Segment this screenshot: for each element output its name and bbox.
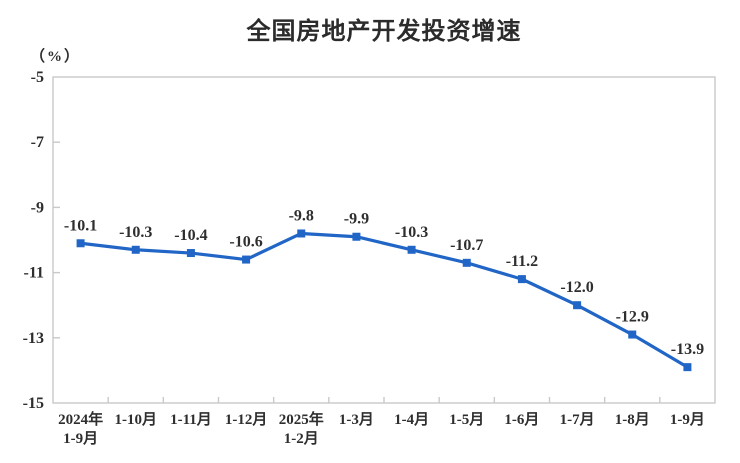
x-tick-label: 2024年 xyxy=(58,410,103,428)
x-tick-label: 1-4月 xyxy=(394,411,429,428)
data-point-label: -9.9 xyxy=(344,211,369,228)
data-point-marker xyxy=(462,258,471,267)
y-tick-label: -9 xyxy=(31,199,44,216)
data-point-marker xyxy=(683,363,692,372)
data-point-marker xyxy=(573,301,582,310)
data-point-marker xyxy=(407,245,416,254)
data-point-label: -12.9 xyxy=(616,309,649,326)
data-point-marker xyxy=(131,245,140,254)
x-tick-label: 1-8月 xyxy=(615,411,650,428)
data-point-marker xyxy=(242,255,251,264)
x-tick-label: 1-7月 xyxy=(560,411,595,428)
data-line xyxy=(78,231,690,369)
y-tick-label: -15 xyxy=(23,395,44,412)
data-point-label: -10.7 xyxy=(450,237,483,254)
data-point-label: -9.8 xyxy=(289,207,314,224)
data-point-label: -13.9 xyxy=(671,341,704,358)
data-point-label: -10.3 xyxy=(395,224,428,241)
data-point-marker xyxy=(297,229,306,238)
x-tick-label: 1-9月 xyxy=(63,430,98,447)
data-point-label: -12.0 xyxy=(560,279,593,296)
data-point-label: -10.1 xyxy=(64,217,97,234)
x-tick-label: 1-5月 xyxy=(449,411,484,428)
data-point-marker xyxy=(186,249,195,258)
x-tick-label: 1-6月 xyxy=(504,411,539,428)
data-point-marker xyxy=(517,275,526,284)
data-point-marker xyxy=(628,330,637,339)
x-tick-label: 1-2月 xyxy=(284,430,319,447)
data-point-label: -10.4 xyxy=(174,227,207,244)
x-tick-label: 1-9月 xyxy=(670,411,705,428)
x-tick-label: 1-11月 xyxy=(170,411,212,428)
y-tick-label: -13 xyxy=(23,330,44,347)
y-tick-label: -11 xyxy=(24,265,44,282)
data-point-marker xyxy=(352,232,361,241)
x-tick-label: 1-12月 xyxy=(225,411,268,428)
x-tick-label: 2025年 xyxy=(279,410,324,428)
chart-title: 全国房地产开发投资增速 xyxy=(246,19,522,45)
x-tick-label: 1-10月 xyxy=(115,411,158,428)
y-tick-label: -7 xyxy=(31,134,44,151)
y-axis-unit-label: （%） xyxy=(30,49,82,65)
x-tick-label: 1-3月 xyxy=(339,411,374,428)
data-point-label: -11.2 xyxy=(506,253,538,270)
data-point-label: -10.6 xyxy=(229,234,262,251)
y-tick-label: -5 xyxy=(31,69,44,86)
data-point-label: -10.3 xyxy=(119,224,152,241)
data-point-marker xyxy=(76,239,85,248)
